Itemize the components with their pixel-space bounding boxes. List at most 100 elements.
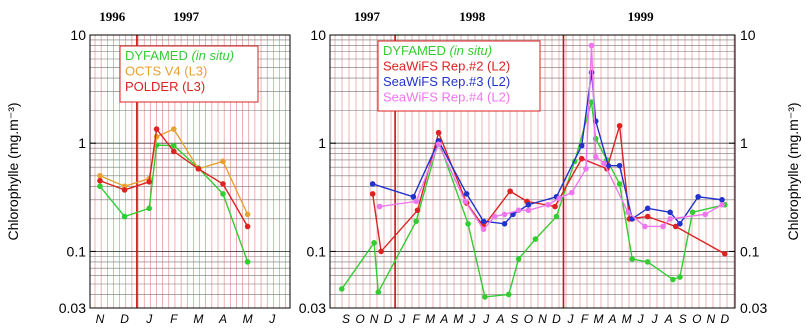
data-point	[171, 148, 177, 155]
month-label: J	[398, 312, 406, 326]
y-axis-label: Chlorophylle (mg.m⁻³)	[5, 102, 21, 240]
y-axis-label: Chlorophylle (mg.m⁻³)	[785, 102, 801, 240]
series-line	[372, 72, 723, 225]
data-point	[491, 213, 498, 220]
data-point	[97, 177, 103, 184]
data-point	[153, 126, 160, 132]
chart-panel-1: 0.03 0.1 1 10 1996 1997 N D J F M A M J DYFAMED (in si…	[5, 9, 291, 326]
month-label: M	[622, 312, 632, 326]
month-label: A	[608, 312, 617, 326]
data-point	[605, 162, 612, 169]
data-point	[195, 166, 202, 172]
data-point	[338, 286, 345, 292]
data-point	[644, 213, 651, 220]
data-point	[482, 294, 488, 300]
data-point	[629, 256, 636, 262]
data-point	[244, 223, 251, 230]
data-point	[695, 193, 701, 200]
year-label: 1998	[459, 9, 486, 24]
data-point	[371, 240, 377, 246]
data-point	[146, 178, 152, 185]
data-point	[644, 259, 651, 265]
data-point	[525, 201, 532, 208]
data-point	[507, 188, 513, 195]
data-point	[414, 207, 421, 214]
data-point	[642, 223, 648, 230]
series-line	[99, 128, 249, 215]
data-point	[545, 201, 551, 208]
legend-text: POLDER (L3)	[125, 79, 205, 94]
data-point	[244, 211, 251, 218]
month-label: F	[412, 312, 420, 326]
legend-entry: POLDER (L3)	[125, 79, 205, 94]
month-label: O	[355, 312, 364, 326]
data-point	[97, 183, 103, 190]
y-tick-label-right: 1	[740, 135, 748, 151]
data-point	[569, 189, 575, 196]
legend-box	[119, 45, 259, 103]
plot-frame	[329, 34, 736, 309]
data-point	[413, 198, 419, 205]
y-tick-label: 0.03	[299, 300, 326, 316]
data-point	[146, 205, 152, 212]
data-point	[677, 220, 683, 227]
month-label: A	[218, 312, 227, 326]
legend-text: OCTS V4 (L3)	[125, 64, 207, 79]
data-point	[616, 122, 623, 129]
month-label: S	[679, 312, 687, 326]
legend-entry: DYFAMED (in situ)	[383, 43, 492, 58]
data-point	[375, 289, 382, 295]
data-point	[625, 209, 631, 216]
month-label: D	[120, 312, 129, 326]
data-point	[220, 191, 226, 197]
series-line	[379, 45, 723, 231]
y-tick-label: 10	[310, 27, 326, 43]
month-label: M	[425, 312, 435, 326]
data-point	[501, 220, 508, 227]
data-point	[719, 196, 725, 203]
y-tick-label: 1	[78, 135, 86, 151]
legend-box	[377, 40, 541, 112]
data-point	[369, 191, 376, 197]
month-label: D	[552, 312, 561, 326]
data-point	[719, 201, 725, 208]
data-point	[376, 203, 383, 210]
data-point	[670, 276, 676, 283]
legend-entry: DYFAMED (in situ)	[125, 48, 234, 63]
y-tick-label-right: 0.03	[740, 300, 767, 316]
data-point	[171, 142, 177, 149]
data-point	[556, 195, 563, 202]
legend-text-italic: (in situ)	[191, 48, 234, 63]
data-point	[410, 193, 417, 200]
data-point	[465, 220, 471, 227]
month-label: M	[594, 312, 604, 326]
data-point	[644, 205, 651, 212]
data-point	[553, 213, 560, 220]
month-label: M	[193, 312, 203, 326]
legend-entry: SeaWiFS Rep.#4 (L2)	[383, 90, 510, 105]
month-label: A	[439, 312, 448, 326]
month-label: O	[692, 312, 701, 326]
month-label: J	[145, 312, 153, 326]
data-point	[616, 181, 623, 187]
data-point	[435, 141, 442, 147]
data-point	[667, 216, 673, 222]
plot-frame	[89, 34, 291, 309]
y-tick-label-right: 0.1	[740, 243, 760, 259]
month-label: N	[538, 312, 547, 326]
data-point	[660, 223, 666, 230]
data-point	[463, 191, 470, 197]
data-point	[525, 207, 532, 214]
series-3	[97, 126, 251, 230]
month-label: D	[720, 312, 729, 326]
y-tick-label: 10	[70, 27, 86, 43]
data-point	[616, 162, 623, 169]
data-point	[121, 187, 128, 193]
legend-text: SeaWiFS Rep.#4 (L2)	[383, 90, 510, 105]
series-4	[376, 42, 725, 233]
data-point	[369, 181, 376, 187]
month-label: J	[637, 312, 645, 326]
month-label: M	[453, 312, 463, 326]
data-point	[220, 158, 226, 165]
